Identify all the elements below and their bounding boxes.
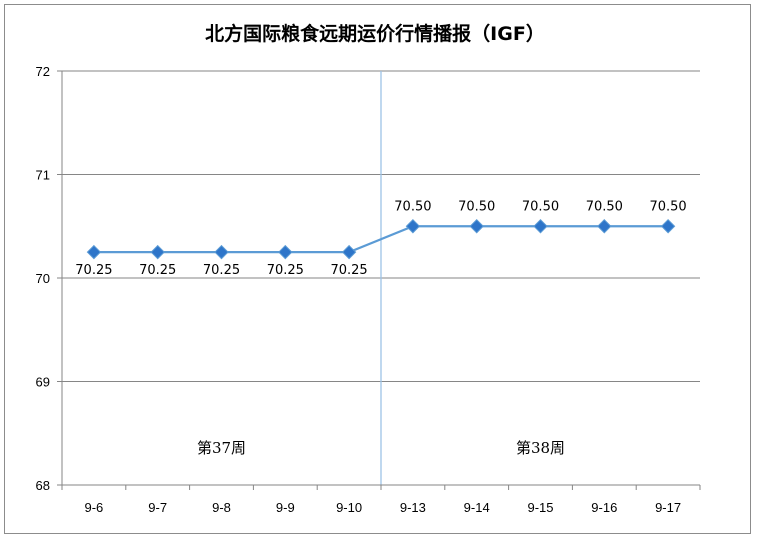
data-point xyxy=(341,244,357,260)
y-tick-label: 69 xyxy=(36,375,50,390)
x-tick-label: 9-8 xyxy=(212,500,231,515)
data-label: 70.25 xyxy=(330,263,367,278)
data-point xyxy=(469,219,484,234)
x-tick-label: 9-9 xyxy=(276,500,295,515)
data-point xyxy=(214,244,229,260)
y-tick-label: 71 xyxy=(36,168,50,183)
week-label: 第38周 xyxy=(516,439,565,457)
data-label: 70.50 xyxy=(649,199,686,214)
x-tick-label: 9-17 xyxy=(655,500,681,515)
y-tick-label: 72 xyxy=(36,64,50,79)
data-label: 70.50 xyxy=(458,199,495,214)
data-point xyxy=(86,244,102,260)
chart-title: 北方国际粮食远期运价行情播报（IGF） xyxy=(205,22,545,45)
data-point xyxy=(405,219,421,234)
x-tick-label: 9-14 xyxy=(464,500,490,515)
data-point xyxy=(533,219,548,234)
x-tick-label: 9-6 xyxy=(85,500,104,515)
data-label: 70.50 xyxy=(522,199,559,214)
grid xyxy=(62,70,700,485)
series-line xyxy=(93,225,669,254)
y-tick-label: 70 xyxy=(36,271,50,286)
data-label: 70.25 xyxy=(75,263,112,278)
axes: 68 69 70 71 72 9-6 9-7 9-8 9-9 9-10 9-13 9-14 9-15 9-… xyxy=(36,64,701,515)
data-point xyxy=(278,244,293,260)
data-label: 70.25 xyxy=(203,263,240,278)
data-point xyxy=(150,244,165,260)
x-tick-label: 9-7 xyxy=(148,500,167,515)
data-label: 70.25 xyxy=(139,263,176,278)
data-label: 70.50 xyxy=(394,199,431,214)
x-tick-label: 9-13 xyxy=(400,500,426,515)
y-tick-label: 68 xyxy=(36,478,50,493)
data-point xyxy=(597,219,612,234)
data-labels: 第37周 第38周 70.25 70.25 70.25 70.25 70.25 70.50 70… xyxy=(75,199,686,457)
x-tick-label: 9-16 xyxy=(591,500,617,515)
data-point xyxy=(660,219,676,234)
x-tick-label: 9-15 xyxy=(527,500,553,515)
data-label: 70.25 xyxy=(267,263,304,278)
chart-frame xyxy=(4,4,751,534)
series xyxy=(86,219,676,260)
week-label: 第37周 xyxy=(197,439,246,457)
data-label: 70.50 xyxy=(586,199,623,214)
x-tick-label: 9-10 xyxy=(336,500,362,515)
